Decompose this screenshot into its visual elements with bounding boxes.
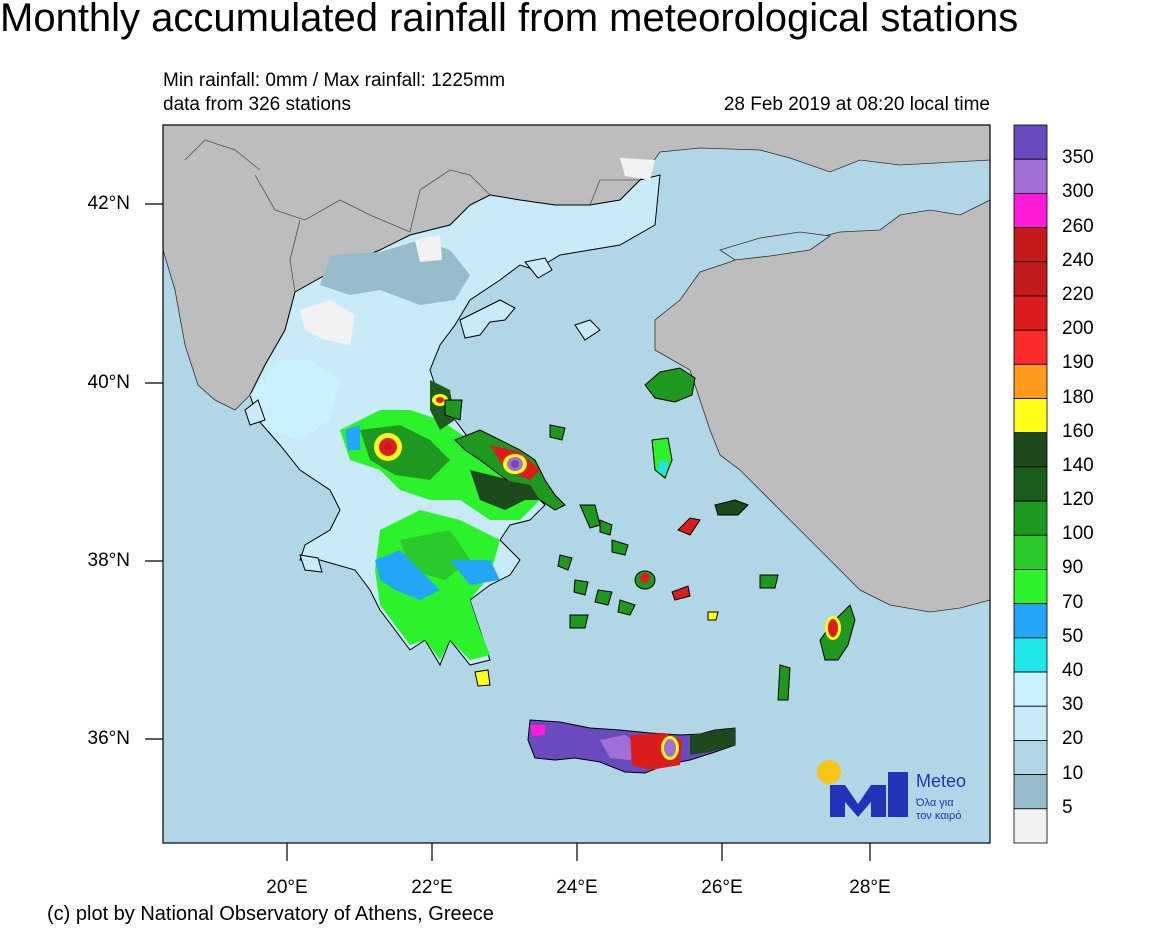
rainfall-range: Min rainfall: 0mm / Max rainfall: 1225mm — [163, 70, 506, 91]
legend-box — [1013, 569, 1048, 605]
axis-ticks — [145, 203, 871, 861]
legend-label: 5 — [1062, 796, 1073, 818]
legend-box — [1013, 705, 1048, 741]
country-borders — [184, 139, 640, 293]
legend-label: 180 — [1062, 386, 1094, 408]
legend-box — [1013, 158, 1048, 194]
legend-box — [1013, 740, 1048, 776]
timestamp: 28 Feb 2019 at 08:20 local time — [723, 94, 990, 115]
page-title: Monthly accumulated rainfall from meteor… — [0, 0, 1019, 40]
legend-box — [1013, 671, 1048, 707]
legend-label: 350 — [1062, 147, 1094, 169]
legend-box — [1013, 227, 1048, 263]
legend-label: 140 — [1062, 454, 1094, 476]
legend-box — [1013, 466, 1048, 502]
legend-label: 240 — [1062, 249, 1094, 271]
lon-label-28: 28°E — [849, 877, 891, 898]
legend-box — [1013, 295, 1048, 331]
legend-box — [1013, 534, 1048, 570]
lon-label-22: 22°E — [411, 877, 453, 898]
legend-label: 220 — [1062, 283, 1094, 305]
legend-box — [1013, 603, 1048, 639]
legend-label: 50 — [1062, 625, 1084, 647]
legend-box — [1013, 808, 1048, 844]
lat-label-42: 42°N — [87, 193, 130, 214]
legend-box — [1013, 329, 1048, 365]
anatolia-land — [654, 199, 990, 613]
legend-label: 120 — [1062, 489, 1094, 511]
legend-label: 20 — [1062, 728, 1084, 750]
legend-label: 30 — [1062, 694, 1084, 716]
logo-tagline-1: Όλα για — [916, 797, 954, 809]
station-count: data from 326 stations — [163, 94, 351, 115]
credit-line: (c) plot by National Observatory of Athe… — [47, 903, 494, 925]
legend-label: 160 — [1062, 420, 1094, 442]
lat-label-38: 38°N — [87, 550, 130, 571]
legend-box — [1013, 124, 1048, 160]
legend-box — [1013, 261, 1048, 297]
legend-box — [1013, 432, 1048, 468]
legend-label: 10 — [1062, 762, 1084, 784]
lat-label-40: 40°N — [87, 372, 130, 393]
legend-label: 300 — [1062, 181, 1094, 203]
lon-label-26: 26°E — [701, 877, 743, 898]
legend-color-bar — [1013, 124, 1048, 844]
legend-box — [1013, 192, 1048, 228]
legend-label: 40 — [1062, 660, 1084, 682]
lon-label-24: 24°E — [556, 877, 598, 898]
lon-label-20: 20°E — [266, 877, 308, 898]
legend-label: 190 — [1062, 352, 1094, 374]
legend-box — [1013, 637, 1048, 673]
legend-box — [1013, 398, 1048, 434]
logo-tagline-2: τον καιρό — [916, 810, 962, 822]
legend-label: 200 — [1062, 318, 1094, 340]
logo-name: Meteo — [916, 771, 967, 791]
legend-box — [1013, 363, 1048, 399]
legend-label: 90 — [1062, 557, 1084, 579]
lat-label-36: 36°N — [87, 728, 130, 749]
lesvos-island — [644, 367, 696, 403]
legend-box — [1013, 774, 1048, 810]
legend-label: 100 — [1062, 523, 1094, 545]
legend-label: 260 — [1062, 215, 1094, 237]
legend-label: 70 — [1062, 591, 1084, 613]
meteo-logo — [817, 760, 908, 817]
legend-box — [1013, 500, 1048, 536]
